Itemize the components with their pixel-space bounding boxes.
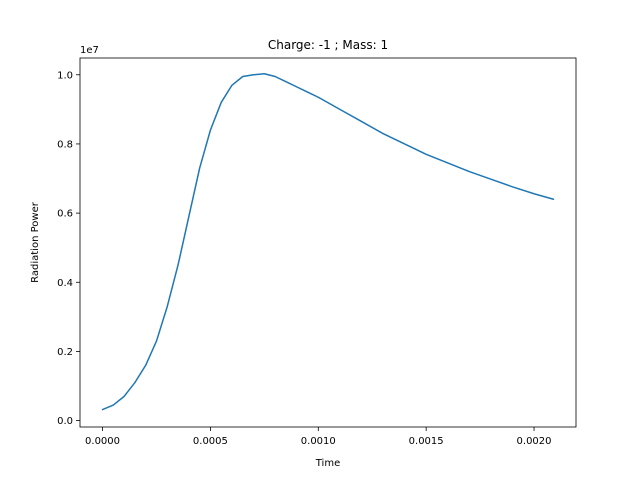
plot-frame bbox=[79, 57, 577, 428]
y-tick-label: 0.6 bbox=[57, 209, 73, 220]
chart-title: Charge: -1 ; Mass: 1 bbox=[268, 38, 388, 52]
x-tick-label: 0.0015 bbox=[409, 436, 444, 447]
x-axis-label: Time bbox=[315, 458, 340, 469]
x-tick-label: 0.0010 bbox=[301, 436, 336, 447]
series-line-0 bbox=[101, 72, 555, 411]
x-axis-ticks: 0.0000 0.0005 0.0010 0.0015 0.0020 bbox=[85, 427, 552, 447]
y-tick-label: 0.2 bbox=[57, 347, 73, 358]
y-axis-ticks: 0.0 0.2 0.4 0.6 0.8 1.0 bbox=[57, 70, 80, 427]
y-tick-label: 0.0 bbox=[57, 416, 73, 427]
series-layer bbox=[101, 72, 555, 411]
y-tick-label: 0.8 bbox=[57, 139, 73, 150]
y-axis-label: Radiation Power bbox=[30, 201, 41, 283]
y-tick-label: 0.4 bbox=[57, 278, 73, 289]
y-axis-scale-factor: 1e7 bbox=[80, 45, 99, 56]
x-tick-label: 0.0005 bbox=[193, 436, 228, 447]
plot-area-background bbox=[80, 58, 576, 427]
x-tick-label: 0.0020 bbox=[517, 436, 552, 447]
y-tick-label: 1.0 bbox=[57, 70, 73, 81]
x-tick-label: 0.0000 bbox=[85, 436, 120, 447]
